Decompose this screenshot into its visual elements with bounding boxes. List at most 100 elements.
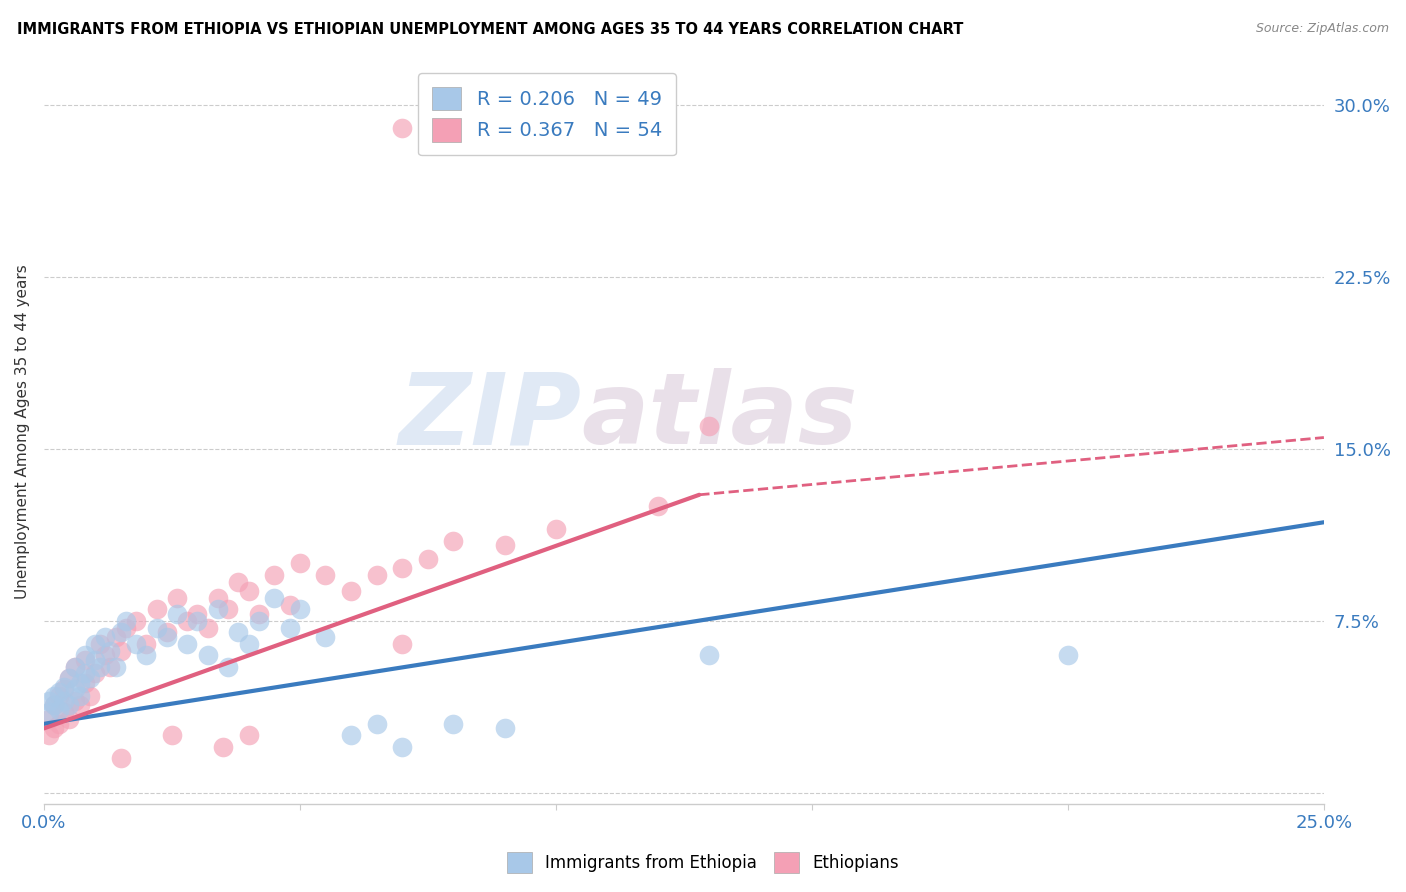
Point <box>186 607 208 621</box>
Point <box>278 621 301 635</box>
Point <box>228 625 250 640</box>
Point <box>238 637 260 651</box>
Point <box>366 568 388 582</box>
Point <box>69 698 91 713</box>
Point <box>58 671 80 685</box>
Point <box>145 621 167 635</box>
Point <box>228 574 250 589</box>
Point <box>94 630 117 644</box>
Point <box>166 607 188 621</box>
Point <box>48 685 70 699</box>
Point <box>42 698 65 713</box>
Point <box>699 648 721 662</box>
Point <box>217 602 239 616</box>
Point <box>58 671 80 685</box>
Point <box>53 694 76 708</box>
Point <box>53 680 76 694</box>
Point <box>69 690 91 704</box>
Point <box>263 591 285 605</box>
Point <box>315 568 337 582</box>
Point <box>340 728 363 742</box>
Point <box>110 751 132 765</box>
Point <box>94 648 117 662</box>
Point <box>73 675 96 690</box>
Point <box>647 500 669 514</box>
Point <box>89 659 111 673</box>
Point <box>110 643 132 657</box>
Point <box>42 690 65 704</box>
Point <box>125 637 148 651</box>
Point <box>176 614 198 628</box>
Point <box>1057 648 1080 662</box>
Point <box>443 533 465 548</box>
Point <box>53 682 76 697</box>
Point <box>63 659 86 673</box>
Point <box>288 602 311 616</box>
Point <box>89 637 111 651</box>
Point <box>391 739 413 754</box>
Point <box>63 682 86 697</box>
Point <box>238 584 260 599</box>
Text: ZIP: ZIP <box>398 368 582 466</box>
Point <box>156 630 179 644</box>
Point <box>207 602 229 616</box>
Point <box>125 614 148 628</box>
Point <box>73 648 96 662</box>
Point <box>212 739 235 754</box>
Point <box>48 703 70 717</box>
Point <box>100 659 122 673</box>
Point <box>494 722 516 736</box>
Point <box>263 568 285 582</box>
Point <box>114 621 136 635</box>
Point <box>104 659 127 673</box>
Point <box>416 552 439 566</box>
Point <box>58 698 80 713</box>
Point <box>42 698 65 713</box>
Point <box>73 666 96 681</box>
Point <box>366 716 388 731</box>
Point <box>217 659 239 673</box>
Point <box>135 637 157 651</box>
Point <box>391 637 413 651</box>
Point <box>58 712 80 726</box>
Point <box>443 716 465 731</box>
Point <box>73 653 96 667</box>
Point <box>160 728 183 742</box>
Point <box>156 625 179 640</box>
Point <box>63 659 86 673</box>
Point <box>110 625 132 640</box>
Y-axis label: Unemployment Among Ages 35 to 44 years: Unemployment Among Ages 35 to 44 years <box>15 264 30 599</box>
Point <box>84 666 107 681</box>
Point <box>84 653 107 667</box>
Point <box>104 630 127 644</box>
Point <box>114 614 136 628</box>
Point <box>207 591 229 605</box>
Point <box>699 419 721 434</box>
Point <box>544 522 567 536</box>
Text: Source: ZipAtlas.com: Source: ZipAtlas.com <box>1256 22 1389 36</box>
Point <box>166 591 188 605</box>
Text: IMMIGRANTS FROM ETHIOPIA VS ETHIOPIAN UNEMPLOYMENT AMONG AGES 35 TO 44 YEARS COR: IMMIGRANTS FROM ETHIOPIA VS ETHIOPIAN UN… <box>17 22 963 37</box>
Point <box>176 637 198 651</box>
Point <box>79 690 101 704</box>
Point <box>48 716 70 731</box>
Point <box>38 706 60 720</box>
Point <box>38 712 60 726</box>
Point <box>84 637 107 651</box>
Point <box>186 614 208 628</box>
Point <box>494 538 516 552</box>
Legend: Immigrants from Ethiopia, Ethiopians: Immigrants from Ethiopia, Ethiopians <box>501 846 905 880</box>
Point <box>63 694 86 708</box>
Point <box>145 602 167 616</box>
Text: atlas: atlas <box>582 368 858 466</box>
Point <box>238 728 260 742</box>
Point <box>100 643 122 657</box>
Point <box>247 607 270 621</box>
Point <box>38 728 60 742</box>
Point <box>53 706 76 720</box>
Point <box>38 694 60 708</box>
Point <box>197 621 219 635</box>
Point <box>315 630 337 644</box>
Point <box>391 121 413 136</box>
Point <box>288 557 311 571</box>
